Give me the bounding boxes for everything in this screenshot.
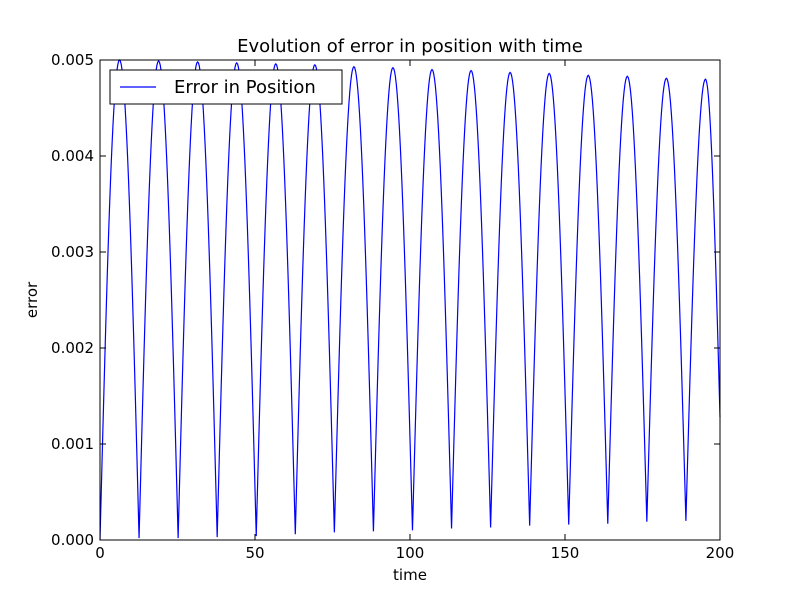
y-tick-label: 0.000 bbox=[51, 531, 94, 549]
x-tick-label: 0 bbox=[95, 544, 105, 562]
y-tick-label: 0.003 bbox=[51, 243, 94, 261]
series-line-0 bbox=[99, 59, 721, 541]
tick-labels-layer: 0 50 100 150 200 0.000 0.001 0.002 0.003 0.004 0.0… bbox=[51, 51, 734, 562]
y-tick-label: 0.004 bbox=[51, 147, 94, 165]
x-tick-label: 100 bbox=[396, 544, 425, 562]
ticks-layer bbox=[99, 59, 721, 541]
series-layer bbox=[99, 59, 721, 541]
y-tick-label: 0.001 bbox=[51, 435, 94, 453]
legend: Error in Position bbox=[109, 69, 343, 105]
x-axis-label: time bbox=[393, 566, 427, 584]
y-tick-label: 0.002 bbox=[51, 339, 94, 357]
y-tick-label: 0.005 bbox=[51, 51, 94, 69]
legend-label-error-in-position: Error in Position bbox=[174, 77, 316, 98]
x-tick-label: 50 bbox=[245, 544, 264, 562]
chart-title: Evolution of error in position with time bbox=[237, 36, 583, 57]
plot-area: 0 50 100 150 200 0.000 0.001 0.002 0.003 0.004 0.0… bbox=[51, 51, 734, 562]
y-axis-label: error bbox=[23, 281, 41, 318]
x-tick-label: 150 bbox=[551, 544, 580, 562]
x-tick-label: 200 bbox=[706, 544, 735, 562]
